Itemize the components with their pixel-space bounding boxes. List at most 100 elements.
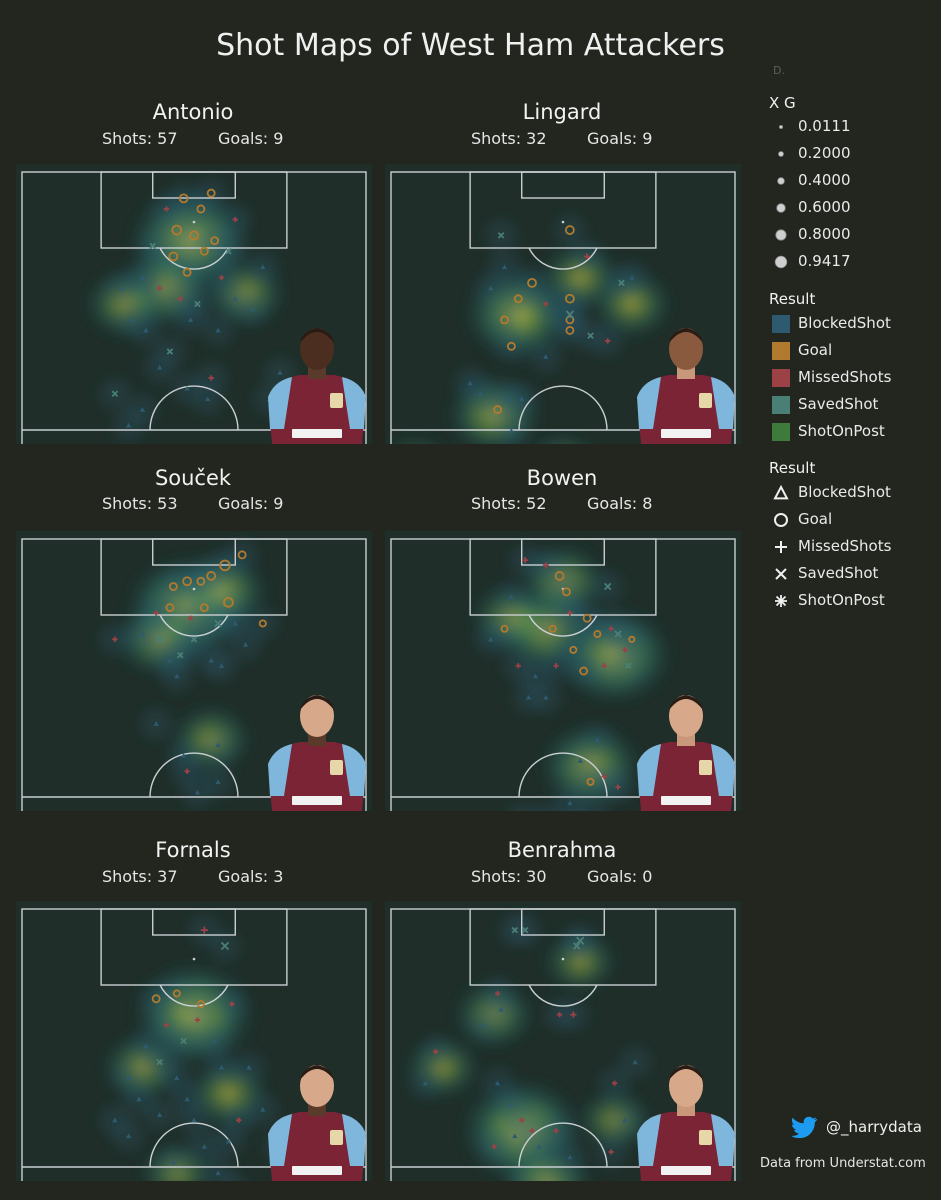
shot-blockedshot (139, 274, 146, 280)
legend-result-color-title: Result (769, 290, 816, 308)
shot-savedshot (587, 332, 594, 339)
shot-savedshot (176, 651, 184, 659)
shot-blockedshot (567, 1154, 573, 1160)
shot-missedshots (200, 926, 208, 934)
shot-missedshots (553, 663, 559, 669)
pitch-lines (21, 171, 367, 444)
heat-spread (171, 256, 204, 289)
six-yard-box (152, 171, 236, 199)
shot-goal (199, 246, 209, 256)
x-icon (775, 568, 787, 580)
heat-spread (195, 177, 228, 210)
shot-goal (189, 230, 199, 241)
legend-xg-title: X G (769, 94, 796, 112)
shot-blockedshot (125, 422, 132, 428)
heat-spread (226, 538, 259, 571)
shot-blockedshot (143, 1043, 149, 1049)
shot-blockedshot (242, 641, 249, 647)
shot-savedshot (180, 1037, 187, 1045)
centre-circle (518, 385, 608, 431)
shot-blockedshot (629, 274, 635, 280)
shot-savedshot (618, 279, 625, 287)
shot-missedshots (583, 253, 591, 260)
shot-blockedshot (139, 631, 146, 637)
shot-goal (210, 236, 220, 246)
shot-savedshot (149, 242, 157, 250)
shot-missedshots (570, 1011, 577, 1018)
goals-count: Goals: 8 (587, 494, 653, 513)
player-photo (637, 328, 735, 444)
shot-blockedshot (260, 264, 266, 270)
shot-blockedshot (215, 742, 221, 748)
heat-spread (553, 214, 586, 247)
shot-savedshot (576, 936, 585, 945)
shot-blockedshot (498, 1006, 504, 1012)
shot-blockedshot (494, 1080, 501, 1086)
six-yard-box (521, 538, 605, 566)
shot-missedshots (208, 375, 214, 381)
shot-blockedshot (181, 752, 187, 758)
shot-blockedshot (501, 264, 508, 270)
shot-blockedshot (215, 327, 221, 333)
shot-blockedshot (218, 663, 225, 668)
shot-markers (422, 926, 638, 1181)
centre-circle (518, 752, 608, 798)
circle-icon (774, 513, 788, 527)
shot-goal (223, 597, 234, 608)
data-source-credit: Data from Understat.com (760, 1156, 926, 1171)
heat-spread (246, 607, 279, 640)
shot-map-panel (385, 901, 741, 1181)
legend-xg-label: 0.8000 (798, 225, 851, 243)
shot-blockedshot (467, 380, 473, 386)
shot-blockedshot (260, 1106, 266, 1112)
shot-blockedshot (232, 296, 238, 301)
penalty-spot (561, 220, 565, 224)
shot-savedshot (155, 635, 164, 644)
color-swatch (772, 342, 790, 360)
shot-blockedshot (125, 1133, 132, 1139)
shot-savedshot (166, 348, 174, 355)
shot-blockedshot (136, 1096, 142, 1102)
shot-blockedshot (232, 620, 238, 626)
shot-missedshots (605, 338, 611, 344)
six-yard-box (152, 538, 236, 566)
shot-goal (493, 405, 503, 415)
shot-markers (112, 550, 267, 795)
shot-blockedshot (174, 1075, 180, 1081)
legend-result-label: SavedShot (798, 395, 879, 413)
heat-spread (580, 802, 608, 811)
shot-blockedshot (536, 1143, 542, 1149)
shot-blockedshot (532, 673, 539, 679)
legend-xg-label: 0.2000 (798, 144, 851, 162)
xg-size-dot (778, 124, 784, 130)
penalty-arc (159, 984, 229, 1007)
watermark-mark: D. (773, 64, 785, 77)
color-swatch (772, 396, 790, 414)
shot-goal (206, 188, 216, 198)
shot-goal (171, 224, 183, 236)
penalty-arc (528, 614, 598, 637)
shot-blockedshot (215, 1170, 221, 1176)
shot-savedshot (603, 582, 612, 591)
shot-map (16, 164, 372, 444)
shot-goal (561, 587, 571, 597)
shot-goal (165, 603, 175, 613)
shot-goal (168, 251, 179, 262)
color-swatch (772, 315, 790, 333)
shot-blockedshot (125, 1075, 132, 1081)
shot-savedshot (614, 630, 622, 638)
goals-count: Goals: 9 (587, 129, 653, 148)
goals-count: Goals: 9 (218, 494, 284, 513)
shot-savedshot (497, 232, 505, 239)
shot-map (385, 531, 741, 811)
shot-missedshots (163, 206, 170, 212)
xg-size-dot (777, 177, 785, 185)
shot-goal (564, 225, 575, 235)
player-name: Antonio (152, 100, 234, 124)
shot-savedshot (156, 1058, 163, 1066)
shot-missedshots (494, 990, 501, 997)
shot-goal (178, 193, 189, 204)
shot-blockedshot (567, 800, 573, 806)
shot-goal (582, 613, 592, 623)
heat-spread (531, 802, 560, 811)
